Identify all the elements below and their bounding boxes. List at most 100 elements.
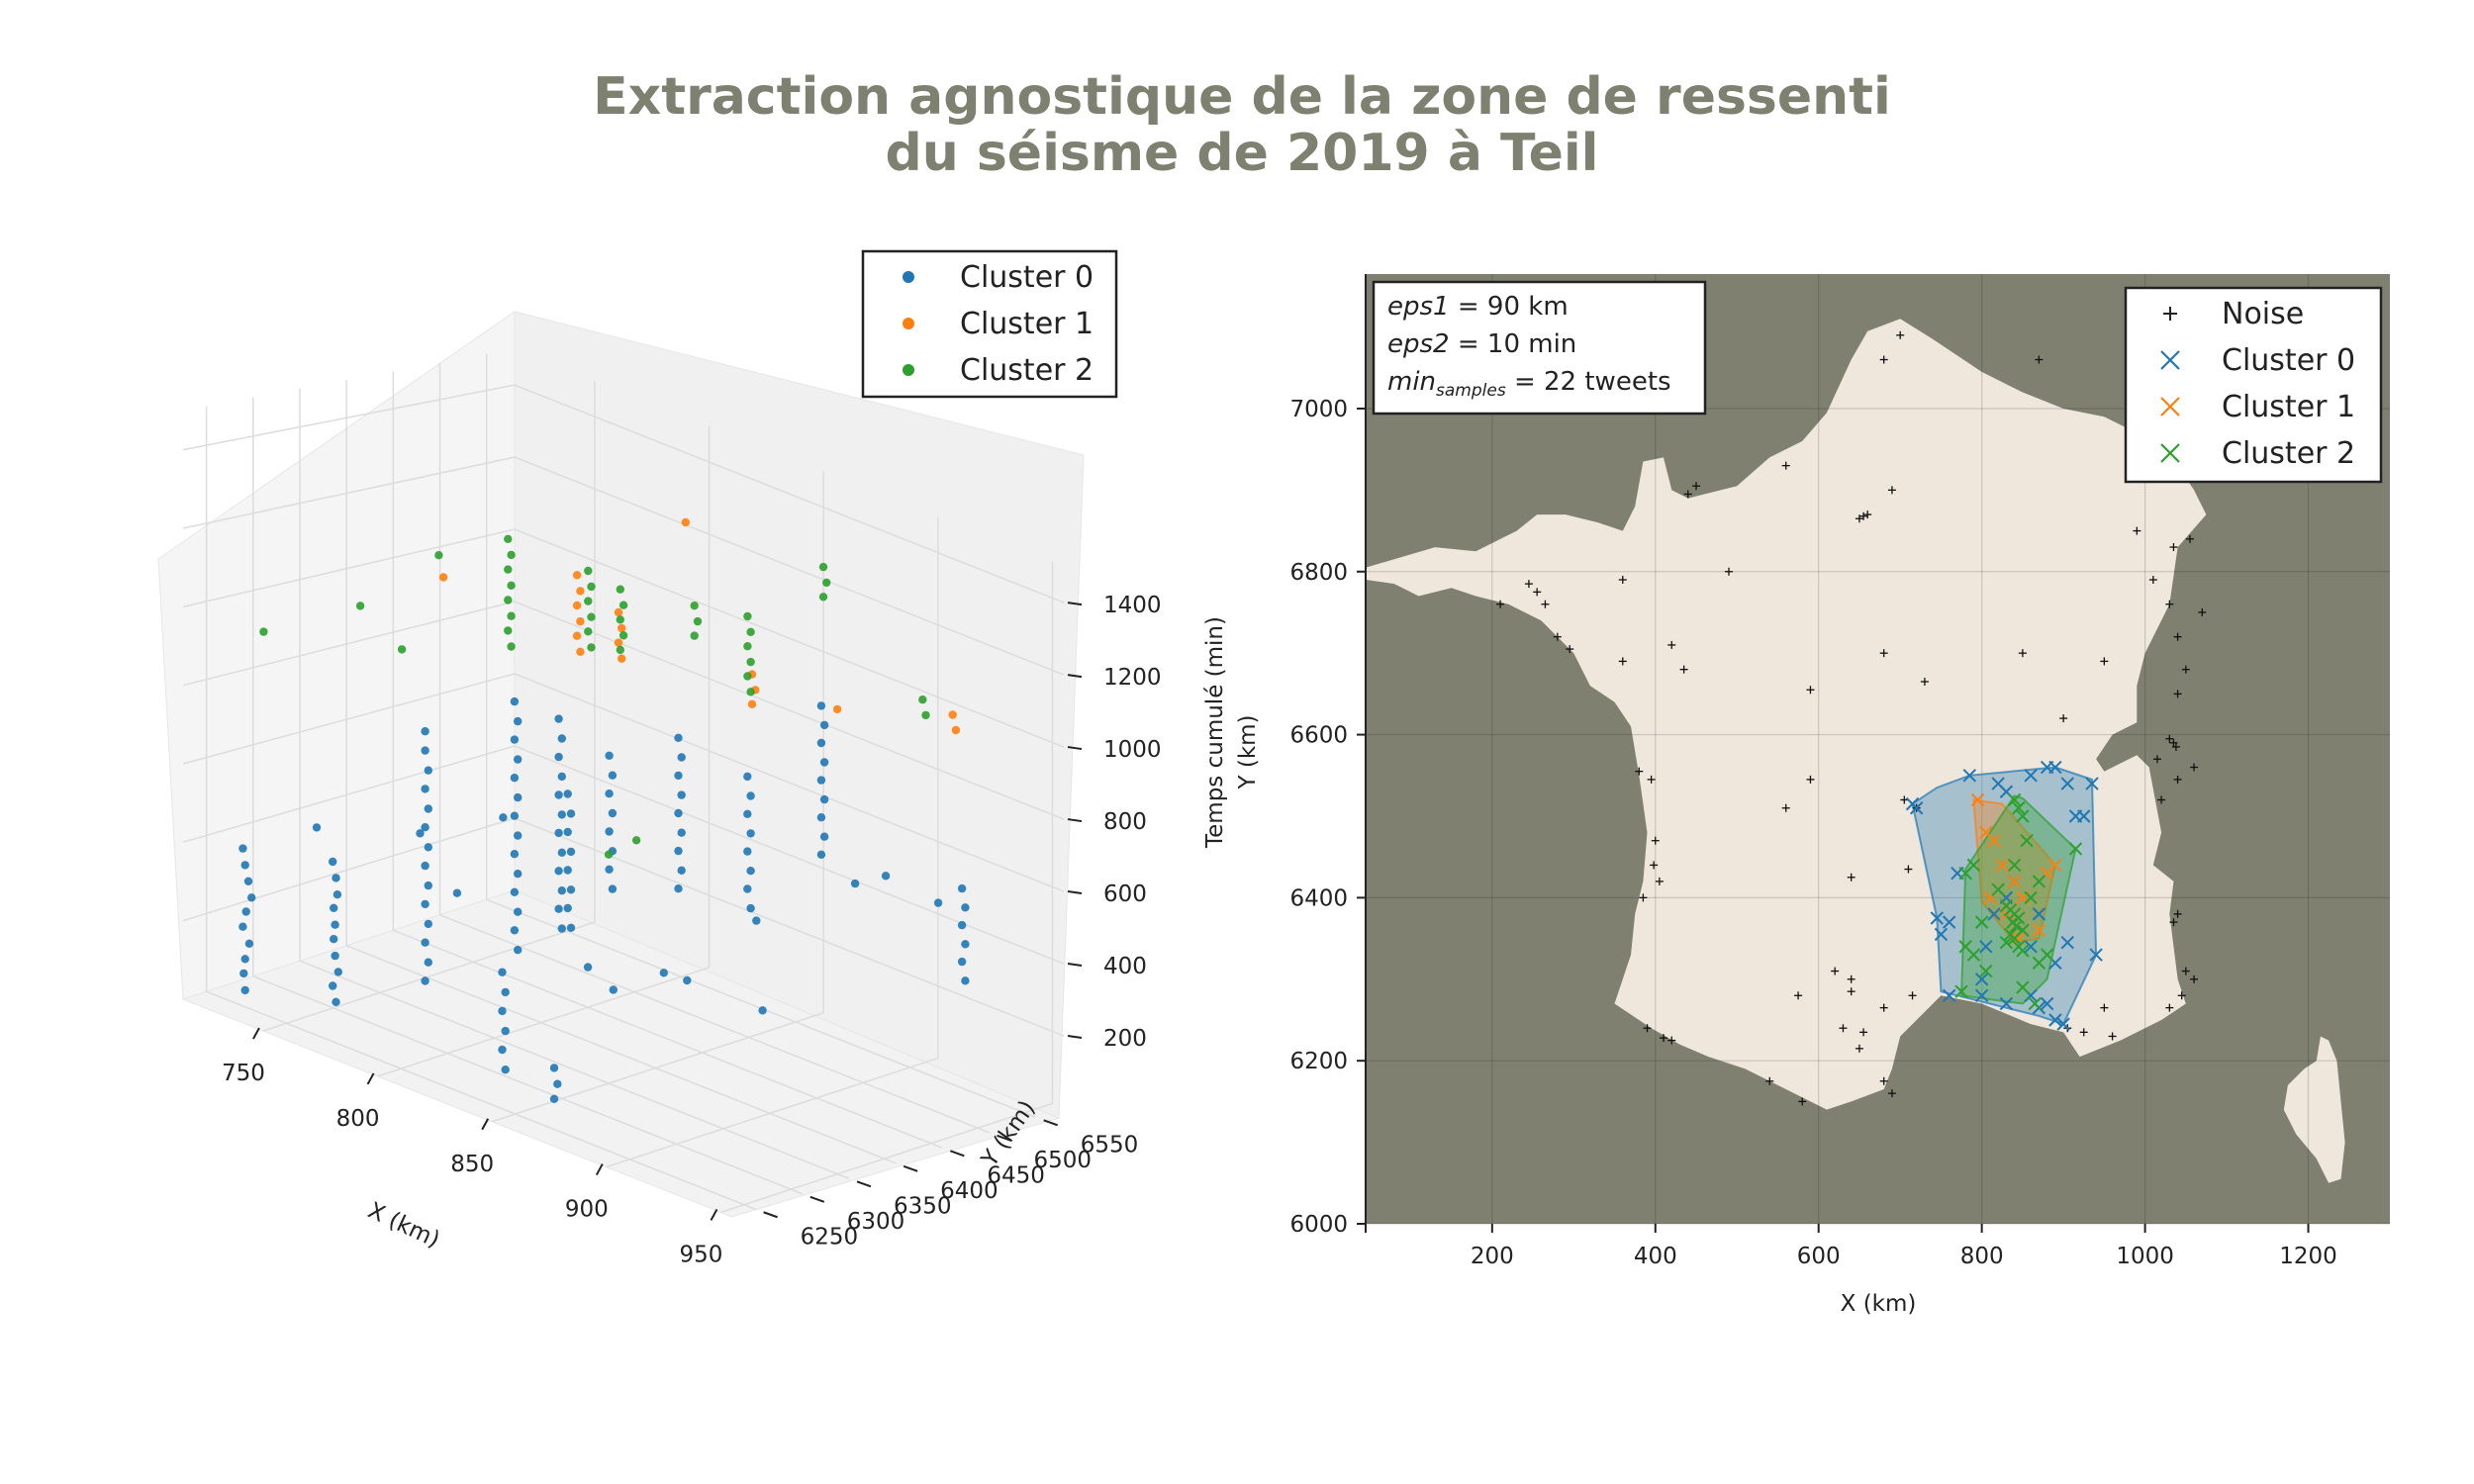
point-3d-series0-21 [421, 746, 429, 755]
point-3d-series0-54 [554, 828, 563, 838]
noise-point-46 [1806, 775, 1815, 784]
point-3d-series0-81 [677, 828, 686, 837]
point-3d-series0-42 [510, 850, 520, 859]
y-tick-label-3d-3: 6400 [940, 1178, 999, 1204]
z-tick-mark-3d-3 [1067, 818, 1083, 823]
noise-point-56 [2173, 909, 2182, 918]
point-3d-series0-43 [514, 870, 523, 879]
point-3d-series0-14 [331, 920, 339, 929]
point-3d-series2-19 [690, 602, 699, 610]
point-3d-series0-109 [501, 987, 510, 997]
point-3d-series0-3 [247, 893, 256, 902]
map-y-tick-label-3: 6600 [1289, 723, 1348, 749]
legend-label-noise: Noise [2222, 297, 2304, 331]
param-min-samples: minsamples = 22 tweets [1387, 367, 1671, 401]
map-y-tick-label-2: 6400 [1289, 885, 1348, 911]
point-3d-series2-1 [507, 550, 516, 560]
cluster0-point-23 [1999, 996, 2014, 1011]
noise-point-12 [2169, 543, 2178, 552]
map-x-tick-label-4: 1000 [2116, 1244, 2174, 1269]
noise-point-42 [2173, 775, 2182, 784]
point-3d-series0-88 [746, 829, 755, 838]
map-y-tick-label-1: 6200 [1289, 1049, 1348, 1074]
point-3d-series0-103 [961, 903, 970, 912]
noise-point-68 [2100, 1003, 2109, 1012]
cluster2-point-18 [2024, 890, 2038, 905]
point-3d-series0-32 [424, 958, 432, 967]
x-tick-label-3d-1: 800 [336, 1106, 380, 1132]
noise-points [1496, 330, 2207, 1106]
noise-point-20 [2148, 576, 2157, 585]
param-eps1: eps1 = 90 km [1387, 292, 1569, 322]
cluster0-point-5 [1934, 927, 1949, 942]
cluster2-point-19 [2032, 875, 2046, 888]
cluster2-point-30 [2007, 858, 2022, 873]
cluster2-point-22 [1991, 882, 2005, 896]
cluster2-point-31 [2020, 833, 2034, 848]
point-3d-series0-116 [549, 1094, 559, 1104]
y-tick-mark-3d-3 [903, 1164, 918, 1172]
cluster0-point-1 [1909, 801, 1924, 815]
noise-point-67 [2165, 1003, 2174, 1012]
axis-ticks-map: 200 400 600 800 1000 1200 6000 6200 6400 6600 6800… [1289, 274, 2337, 1269]
point-3d-series0-124 [659, 969, 668, 977]
point-3d-series0-108 [498, 968, 507, 976]
x-axis-label-map: X (km) [1841, 1291, 1917, 1317]
point-3d-series0-72 [605, 827, 614, 836]
point-3d-series0-76 [674, 733, 683, 742]
point-3d-series0-22 [424, 766, 432, 775]
z-tick-label-3d-6: 1400 [1103, 593, 1162, 618]
map-x-tick-label-0: 200 [1471, 1244, 1514, 1269]
y-tick-label-3d-4: 6450 [987, 1162, 1045, 1188]
noise-point-25 [1566, 645, 1574, 654]
point-3d-series1-3 [576, 616, 585, 626]
point-3d-series1-16 [681, 517, 690, 527]
point-3d-series0-26 [424, 843, 432, 852]
cluster0-point-31 [2032, 907, 2046, 921]
cluster1-point-2 [1987, 833, 2001, 848]
noise-point-71 [1667, 1036, 1676, 1045]
legend-3d: Cluster 0 Cluster 1 Cluster 2 [861, 249, 1118, 399]
cluster0-point-7 [1962, 769, 1976, 783]
noise-point-38 [2169, 738, 2178, 747]
noise-point-63 [1879, 1003, 1888, 1012]
point-3d-series0-66 [563, 903, 572, 913]
noise-point-57 [2169, 918, 2178, 927]
point-3d-series0-40 [510, 811, 520, 820]
point-3d-series0-64 [563, 866, 572, 875]
map-x-tick-label-3: 800 [1960, 1244, 2004, 1269]
legend-marker-noise [2163, 307, 2177, 321]
point-3d-series0-86 [746, 791, 755, 800]
point-3d-series0-30 [424, 919, 432, 929]
cluster2-point-14 [2007, 931, 2022, 946]
point-3d-series0-99 [816, 813, 826, 822]
cluster0-point-13 [2060, 777, 2074, 790]
point-3d-series0-125 [758, 1006, 767, 1015]
noise-point-21 [2165, 600, 2174, 608]
point-3d-series2-31 [918, 696, 927, 704]
z-tick-mark-3d-4 [1067, 746, 1083, 751]
noise-point-16 [1541, 600, 1550, 608]
point-3d-series0-127 [933, 898, 943, 907]
noise-point-31 [2100, 657, 2109, 666]
y-tick-label-3d-0: 6250 [801, 1224, 859, 1250]
cluster-points [1905, 760, 2103, 1031]
point-3d-series0-68 [605, 751, 614, 760]
point-3d-series0-112 [498, 1045, 507, 1055]
y-tick-mark-3d-2 [856, 1180, 872, 1188]
point-3d-series2-32 [921, 710, 930, 720]
y-axis-label-map: Y (km) [1235, 714, 1261, 789]
legend-label-map-cluster0: Cluster 0 [2222, 343, 2355, 378]
point-3d-series0-95 [816, 738, 826, 748]
point-3d-series0-50 [554, 752, 563, 762]
point-3d-series2-35 [397, 645, 407, 654]
cluster2-point-21 [2040, 948, 2054, 962]
point-3d-series0-90 [746, 867, 755, 876]
noise-point-75 [2079, 1028, 2088, 1037]
noise-point-54 [1847, 873, 1856, 881]
noise-point-73 [1859, 1028, 1868, 1037]
point-3d-series0-37 [514, 755, 523, 764]
point-3d-series1-7 [618, 623, 626, 633]
cluster0-point-2 [1930, 911, 1944, 925]
point-3d-series1-12 [747, 699, 757, 708]
